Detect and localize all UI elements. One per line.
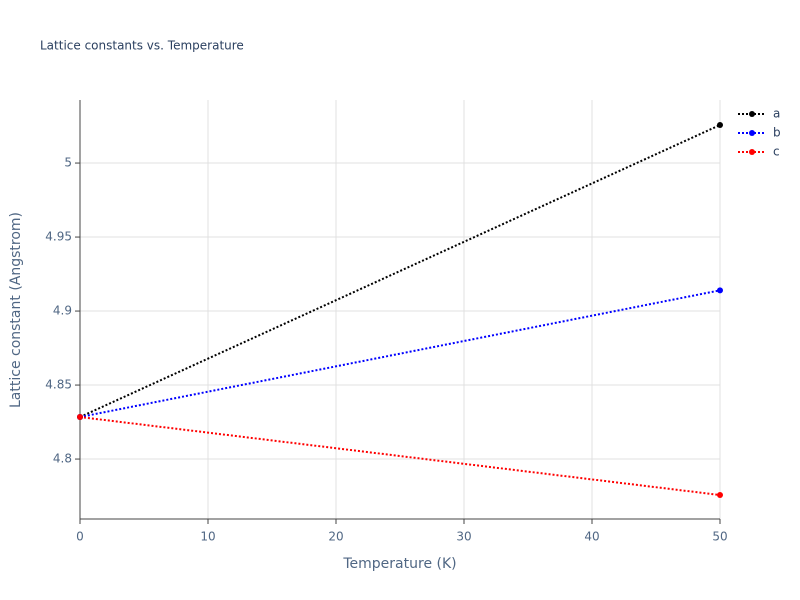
y-tick-label: 4.9 [53, 304, 72, 318]
chart-title: Lattice constants vs. Temperature [40, 39, 244, 53]
y-axis-title: Lattice constant (Angstrom) [8, 212, 24, 408]
y-tick-label: 4.85 [45, 378, 72, 392]
x-axis-title: Temperature (K) [342, 556, 456, 572]
y-tick-label: 5 [64, 156, 72, 170]
y-tick-label: 4.8 [53, 452, 72, 466]
x-tick-label: 50 [712, 530, 727, 544]
series-line [79, 124, 721, 418]
data-point [717, 492, 723, 499]
x-tick-label: 20 [328, 530, 343, 544]
data-point [717, 122, 723, 129]
y-tick-label: 4.95 [45, 230, 72, 244]
x-tick-label: 30 [456, 530, 471, 544]
legend-label: b [773, 126, 781, 140]
series-line [79, 416, 721, 497]
legend-label: a [773, 107, 780, 121]
legend-marker [749, 111, 755, 117]
legend-label: c [773, 145, 780, 159]
x-tick-label: 40 [584, 530, 599, 544]
x-tick-label: 10 [200, 530, 215, 544]
data-point [77, 414, 83, 421]
legend-marker [749, 130, 755, 136]
series-line [79, 289, 721, 419]
x-tick-label: 0 [76, 530, 84, 544]
data-point [717, 287, 723, 294]
legend-marker [749, 149, 755, 155]
